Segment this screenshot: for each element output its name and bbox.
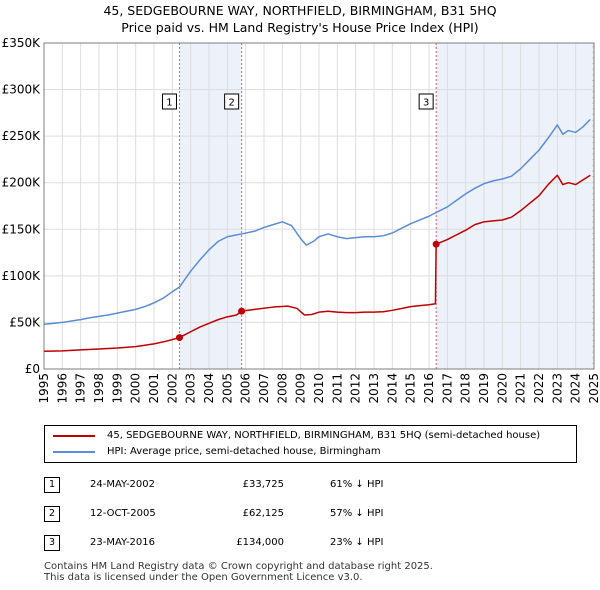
x-tick-label: 1997	[74, 373, 88, 404]
x-tick-label: 2018	[459, 373, 473, 404]
legend-swatch-property	[53, 435, 95, 437]
shaded-period-2	[436, 43, 594, 369]
x-tick-label: 2002	[165, 373, 179, 404]
x-tick-label: 2024	[569, 373, 583, 404]
x-tick-label: 2003	[184, 373, 198, 404]
y-tick-label: £200K	[2, 176, 42, 190]
legend: 45, SEDGEBOURNE WAY, NORTHFIELD, BIRMING…	[44, 425, 577, 463]
x-tick-label: 1996	[55, 373, 69, 404]
sale-label-box-2	[224, 93, 240, 110]
y-tick-label: £100K	[2, 269, 42, 283]
sale-point-2	[238, 307, 246, 315]
x-tick-label: 1998	[92, 373, 106, 404]
sale-label-1: 1	[166, 98, 172, 109]
plot-frame	[43, 42, 595, 370]
title-line-1: 45, SEDGEBOURNE WAY, NORTHFIELD, BIRMING…	[103, 3, 497, 18]
sale-date: 24-MAY-2002	[90, 479, 156, 490]
x-tick-label: 2008	[275, 373, 289, 404]
table-row: 3 23-MAY-2016 £134,000 23% ↓ HPI	[44, 528, 440, 557]
sale-label-3: 3	[423, 98, 429, 109]
footer-line-2: This data is licensed under the Open Gov…	[44, 572, 363, 583]
x-tick-label: 2011	[330, 373, 344, 404]
sale-label-box-3	[418, 93, 434, 110]
x-tick-label: 2021	[514, 373, 528, 404]
legend-label-property: 45, SEDGEBOURNE WAY, NORTHFIELD, BIRMING…	[107, 430, 541, 441]
x-tick-label: 2004	[202, 373, 216, 404]
x-tick-label: 2022	[532, 373, 546, 404]
footer-line-1: Contains HM Land Registry data © Crown c…	[44, 561, 433, 572]
x-tick-label: 2017	[440, 373, 454, 404]
x-tick-label: 2015	[404, 373, 418, 404]
x-tick-label: 2025	[587, 373, 600, 404]
forecast-hatch	[592, 43, 594, 369]
x-tick-label: 2000	[129, 373, 143, 404]
chart-title: 45, SEDGEBOURNE WAY, NORTHFIELD, BIRMING…	[0, 2, 600, 36]
x-tick-label: 2001	[147, 373, 161, 404]
sale-point-1	[175, 334, 183, 342]
y-tick-label: £150K	[2, 222, 42, 236]
series-line-property	[43, 174, 591, 353]
footer: Contains HM Land Registry data © Crown c…	[44, 561, 433, 583]
sale-hpi-diff: 61% ↓ HPI	[330, 479, 384, 490]
sale-number-badge: 3	[44, 534, 60, 551]
table-row: 1 24-MAY-2002 £33,725 61% ↓ HPI	[44, 470, 440, 499]
legend-swatch-hpi	[53, 451, 95, 453]
legend-label-hpi: HPI: Average price, semi-detached house,…	[107, 446, 381, 457]
sale-number-badge: 1	[44, 476, 60, 493]
y-tick-label: £300K	[2, 83, 42, 97]
x-tick-label: 2006	[239, 373, 253, 404]
x-tick-label: 2013	[367, 373, 381, 404]
x-tick-label: 2009	[294, 373, 308, 404]
x-tick-label: 1995	[37, 373, 51, 404]
x-tick-label: 2012	[349, 373, 363, 404]
sale-price: £33,725	[242, 479, 284, 490]
x-tick-label: 2019	[477, 373, 491, 404]
x-tick-label: 2007	[257, 373, 271, 404]
sales-table: 1 24-MAY-2002 £33,725 61% ↓ HPI 2 12-OCT…	[44, 470, 440, 557]
sale-date: 23-MAY-2016	[90, 537, 156, 548]
shaded-period-1	[179, 43, 242, 369]
sale-date: 12-OCT-2005	[90, 508, 156, 519]
sale-hpi-diff: 57% ↓ HPI	[330, 508, 384, 519]
x-tick-label: 2010	[312, 373, 326, 404]
sale-price: £134,000	[236, 537, 284, 548]
sale-number-badge: 2	[44, 505, 60, 522]
x-tick-label: 2020	[495, 373, 509, 404]
sale-label-2: 2	[228, 98, 234, 109]
y-tick-label: £50K	[9, 315, 41, 329]
title-line-2: Price paid vs. HM Land Registry's House …	[121, 20, 479, 35]
x-tick-label: 2023	[550, 373, 564, 404]
y-tick-label: £350K	[2, 36, 42, 50]
sale-price: £62,125	[242, 508, 284, 519]
table-row: 2 12-OCT-2005 £62,125 57% ↓ HPI	[44, 499, 440, 528]
x-tick-label: 2016	[422, 373, 436, 404]
y-tick-label: £250K	[2, 129, 42, 143]
x-tick-label: 2005	[220, 373, 234, 404]
y-tick-label: £0	[25, 362, 40, 376]
sale-point-3	[432, 240, 440, 248]
x-tick-label: 1999	[110, 373, 124, 404]
sale-label-box-1	[161, 93, 177, 110]
sale-hpi-diff: 23% ↓ HPI	[330, 537, 384, 548]
x-tick-label: 2014	[385, 373, 399, 404]
price-chart: 1 2 3 £0 £50K £100K £150K £200K £250K £300K £350K…	[2, 36, 600, 404]
series-line-hpi	[43, 118, 591, 326]
